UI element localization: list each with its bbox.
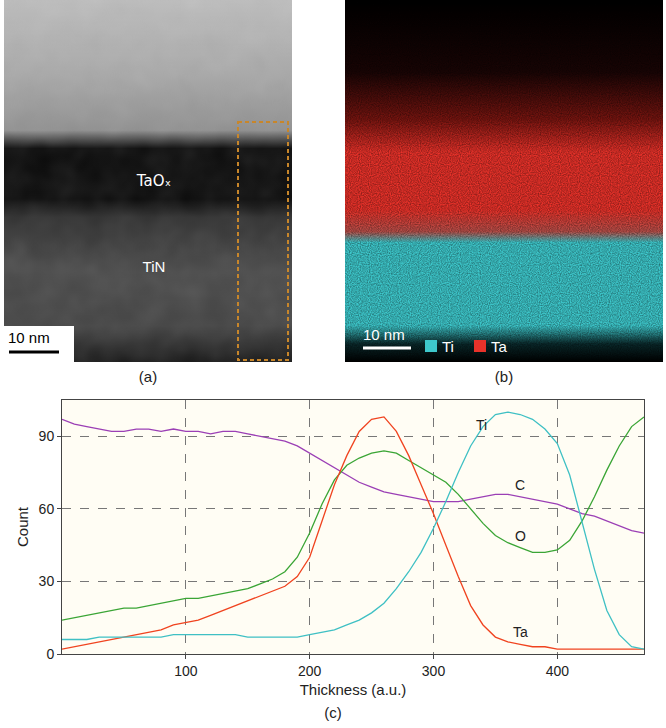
svg-text:0: 0 (46, 646, 54, 662)
html-text:(b): (b) (494, 368, 514, 385)
svg-text:O: O (515, 528, 526, 544)
svg-text:Thickness (a.u.): Thickness (a.u.) (300, 681, 407, 698)
svg-text:TiN: TiN (143, 258, 166, 275)
svg-text:100: 100 (174, 663, 198, 679)
svg-text:Ta: Ta (491, 338, 508, 355)
svg-text:C: C (515, 477, 525, 493)
svg-text:10 nm: 10 nm (363, 326, 405, 343)
svg-text:Ti: Ti (476, 417, 487, 433)
svg-text:90: 90 (39, 428, 55, 444)
svg-text:Count: Count (14, 506, 31, 547)
svg-text:200: 200 (298, 663, 322, 679)
svg-text:30: 30 (39, 573, 55, 589)
svg-text:60: 60 (39, 501, 55, 517)
svg-text:TaOₓ: TaOₓ (136, 172, 171, 190)
svg-text:400: 400 (546, 663, 570, 679)
html-text:(c): (c) (324, 704, 342, 721)
svg-text:10 nm: 10 nm (8, 329, 50, 346)
svg-text:Ti: Ti (442, 338, 454, 355)
svg-text:300: 300 (422, 663, 446, 679)
svg-text:Ta: Ta (513, 624, 528, 640)
html-text:(a): (a) (138, 368, 158, 385)
